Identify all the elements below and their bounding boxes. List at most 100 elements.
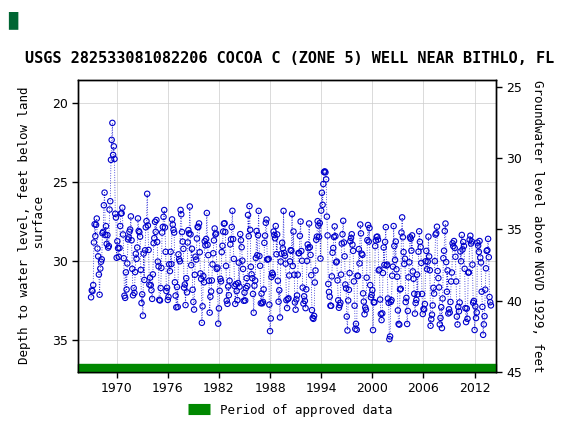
- Point: [264, 301, 274, 308]
- Point: [431, 231, 440, 238]
- Legend: Period of approved data: Period of approved data: [183, 399, 397, 421]
- Point: [111, 210, 120, 217]
- Point: [325, 293, 334, 300]
- Point: [253, 232, 263, 239]
- Point: [222, 263, 231, 270]
- Point: [249, 309, 258, 316]
- Point: [389, 223, 398, 230]
- Point: [105, 206, 114, 213]
- Point: [95, 291, 104, 298]
- Point: [201, 236, 211, 243]
- Point: [360, 311, 369, 318]
- Point: [230, 283, 239, 289]
- Point: [172, 283, 182, 290]
- Point: [356, 230, 365, 237]
- Point: [202, 209, 212, 216]
- Text: USGS: USGS: [22, 10, 82, 30]
- Point: [124, 236, 133, 243]
- Point: [220, 229, 230, 236]
- Point: [184, 230, 194, 237]
- Point: [177, 211, 186, 218]
- Point: [361, 306, 371, 313]
- Point: [326, 302, 335, 309]
- Point: [454, 308, 463, 315]
- Point: [148, 271, 158, 278]
- Point: [307, 307, 317, 313]
- Point: [412, 271, 422, 278]
- Point: [477, 288, 487, 295]
- Point: [390, 257, 400, 264]
- Point: [418, 310, 427, 317]
- Point: [459, 239, 468, 246]
- Point: [294, 250, 303, 257]
- Point: [398, 234, 408, 241]
- Point: [396, 286, 405, 293]
- Point: [349, 278, 358, 285]
- Point: [401, 298, 410, 305]
- Point: [437, 304, 446, 310]
- Point: [356, 221, 365, 228]
- Point: [254, 207, 263, 214]
- Point: [367, 291, 376, 298]
- Point: [195, 249, 204, 256]
- Point: [258, 300, 267, 307]
- Point: [168, 216, 177, 223]
- Point: [267, 270, 277, 276]
- Point: [112, 254, 121, 261]
- Point: [424, 233, 433, 240]
- Point: [422, 266, 432, 273]
- Point: [334, 304, 343, 311]
- Point: [257, 290, 266, 297]
- Point: [408, 268, 418, 275]
- Point: [365, 224, 374, 231]
- Point: [190, 306, 199, 313]
- Point: [304, 220, 314, 227]
- Point: [444, 306, 454, 313]
- Point: [271, 223, 280, 230]
- Point: [150, 235, 159, 242]
- Point: [336, 299, 345, 306]
- Point: [96, 265, 105, 272]
- Point: [461, 305, 470, 312]
- Point: [211, 231, 220, 238]
- Point: [366, 294, 375, 301]
- Point: [345, 270, 354, 276]
- Point: [147, 287, 156, 294]
- Point: [155, 297, 165, 304]
- Point: [223, 283, 233, 290]
- Point: [86, 294, 96, 301]
- Point: [340, 281, 350, 288]
- Point: [443, 288, 452, 295]
- Point: [272, 251, 281, 258]
- Point: [459, 243, 469, 249]
- Point: [143, 222, 153, 229]
- Point: [153, 258, 162, 265]
- Point: [391, 238, 400, 245]
- Point: [313, 218, 322, 224]
- Point: [427, 311, 437, 318]
- Point: [382, 262, 391, 269]
- Point: [355, 260, 364, 267]
- Point: [455, 299, 465, 306]
- Point: [308, 314, 317, 321]
- Point: [120, 292, 129, 299]
- Point: [354, 246, 364, 252]
- Point: [327, 302, 336, 309]
- Point: [378, 310, 387, 317]
- Point: [233, 297, 242, 304]
- Point: [368, 287, 377, 294]
- Point: [399, 249, 408, 255]
- Point: [264, 255, 273, 262]
- Point: [365, 282, 375, 289]
- Point: [380, 261, 389, 268]
- Point: [422, 247, 431, 254]
- Point: [175, 256, 184, 263]
- Point: [337, 240, 346, 247]
- Point: [481, 265, 491, 272]
- Point: [419, 306, 429, 313]
- Point: [299, 293, 309, 300]
- Point: [157, 229, 166, 236]
- Point: [212, 230, 221, 237]
- Point: [260, 232, 270, 239]
- Point: [255, 262, 264, 269]
